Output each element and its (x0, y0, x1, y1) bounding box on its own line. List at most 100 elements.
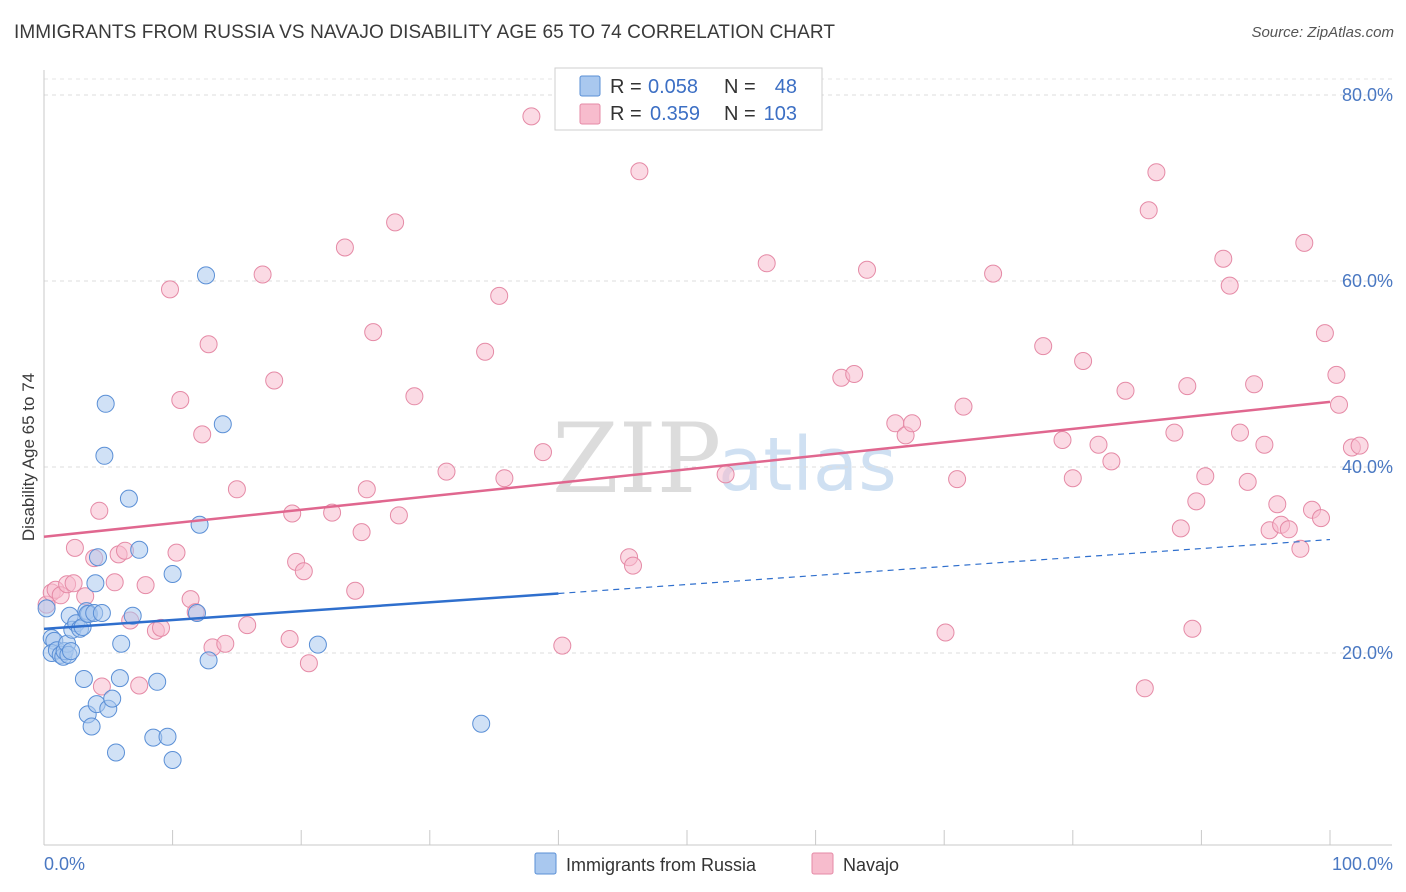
navajo-point-48 (490, 286, 509, 305)
navajo-point-66 (954, 397, 973, 416)
navajo-point-31 (265, 371, 284, 390)
russia-point-48 (472, 714, 491, 733)
navajo-point-64 (936, 623, 955, 642)
navajo-point-91 (1268, 495, 1287, 514)
navajo-point-82 (1187, 492, 1206, 511)
chart-title: IMMIGRANTS FROM RUSSIA VS NAVAJO DISABIL… (14, 22, 836, 43)
navajo-point-86 (1231, 423, 1249, 442)
navajo-point-9 (90, 501, 109, 520)
russia-point-39 (158, 727, 177, 746)
navajo-point-54 (624, 556, 642, 575)
russia-point-22 (92, 604, 111, 622)
navajo-point-97 (1312, 509, 1330, 528)
navajo-point-27 (216, 634, 235, 653)
navajo-point-81 (1183, 619, 1202, 638)
navajo-point-74 (1116, 381, 1135, 400)
y-tick-label-20: 20.0% (1342, 643, 1393, 663)
stats-r-label-navajo: R = (610, 103, 642, 125)
russia-point-25 (74, 670, 93, 688)
navajo-point-16 (136, 576, 155, 595)
russia-point-47 (308, 635, 327, 654)
russia-point-45 (197, 266, 215, 285)
stats-legend-box: R = 0.058 N = 48 R = 0.359 N = 103 (554, 67, 823, 131)
russia-point-0 (37, 599, 56, 618)
stats-n-label-russia: N = (724, 76, 756, 98)
navajo-point-37 (323, 503, 342, 522)
navajo-point-55 (630, 162, 649, 181)
navajo-point-85 (1220, 276, 1239, 295)
navajo-point-38 (335, 238, 354, 257)
navajo-point-59 (845, 365, 864, 383)
navajo-point-11 (105, 573, 124, 592)
russia-point-41 (163, 565, 182, 583)
navajo-point-87 (1238, 472, 1257, 491)
navajo-point-20 (167, 543, 186, 562)
russia-point-38 (148, 672, 167, 691)
navajo-point-41 (357, 480, 376, 499)
navajo-point-100 (1330, 395, 1348, 414)
russia-trend-extension (558, 538, 1331, 595)
russia-point-24 (96, 394, 115, 413)
navajo-point-63 (903, 414, 922, 433)
stats-n-value-navajo: 103 (764, 103, 797, 125)
navajo-point-33 (283, 504, 302, 523)
russia-trend-line (43, 592, 559, 631)
navajo-point-72 (1089, 435, 1108, 454)
axes (43, 70, 1392, 846)
navajo-point-32 (280, 630, 299, 648)
trend-lines (43, 400, 1331, 631)
x-ticks (43, 830, 1331, 845)
legend-label-navajo: Navajo (843, 855, 899, 875)
navajo-point-21 (171, 391, 190, 409)
russia-point-10 (62, 642, 80, 661)
navajo-point-43 (386, 213, 405, 232)
navajo-point-102 (1350, 436, 1369, 455)
navajo-point-99 (1327, 365, 1346, 384)
navajo-point-47 (476, 342, 495, 361)
russia-point-21 (89, 548, 107, 567)
navajo-point-84 (1214, 249, 1233, 268)
navajo-point-73 (1102, 452, 1121, 471)
navajo-point-42 (364, 323, 383, 342)
navajo-point-50 (522, 107, 541, 126)
navajo-point-75 (1135, 679, 1154, 698)
russia-point-20 (86, 574, 105, 593)
russia-point-32 (110, 669, 129, 688)
russia-point-23 (95, 446, 114, 465)
navajo-point-44 (389, 506, 408, 525)
x-tick-label-min: 0.0% (44, 854, 85, 874)
navajo-point-28 (227, 480, 246, 499)
navajo-point-52 (553, 636, 572, 655)
y-tick-labels: 20.0% 40.0% 60.0% 80.0% (1342, 85, 1393, 663)
y-tick-label-80: 80.0% (1342, 85, 1393, 105)
navajo-point-51 (534, 443, 552, 462)
russia-point-36 (130, 540, 149, 559)
navajo-point-68 (1034, 337, 1053, 356)
russia-point-46 (213, 415, 232, 434)
navajo-point-71 (1074, 352, 1093, 370)
navajo-point-78 (1165, 423, 1184, 442)
watermark-zip: ZIP (552, 403, 721, 515)
navajo-point-76 (1139, 201, 1158, 220)
gridlines (44, 78, 1392, 654)
navajo-point-89 (1255, 435, 1274, 454)
stats-swatch-navajo (579, 103, 601, 125)
navajo-point-25 (199, 335, 218, 354)
bottom-legend: Immigrants from Russia Navajo (534, 852, 899, 875)
navajo-point-57 (757, 254, 776, 273)
stats-r-label-russia: R = (610, 76, 642, 98)
navajo-point-83 (1196, 467, 1215, 486)
navajo-point-77 (1147, 163, 1166, 182)
stats-r-value-russia: 0.058 (648, 76, 698, 98)
navajo-point-6 (65, 538, 84, 557)
russia-point-31 (107, 743, 125, 762)
russia-point-40 (163, 751, 182, 769)
source-label: Source: ZipAtlas.com (1251, 24, 1394, 41)
navajo-point-80 (1178, 377, 1197, 396)
navajo-point-60 (858, 260, 876, 279)
navajo-point-98 (1315, 324, 1334, 343)
navajo-point-35 (294, 562, 313, 581)
navajo-point-93 (1279, 520, 1298, 539)
navajo-point-24 (193, 425, 212, 444)
